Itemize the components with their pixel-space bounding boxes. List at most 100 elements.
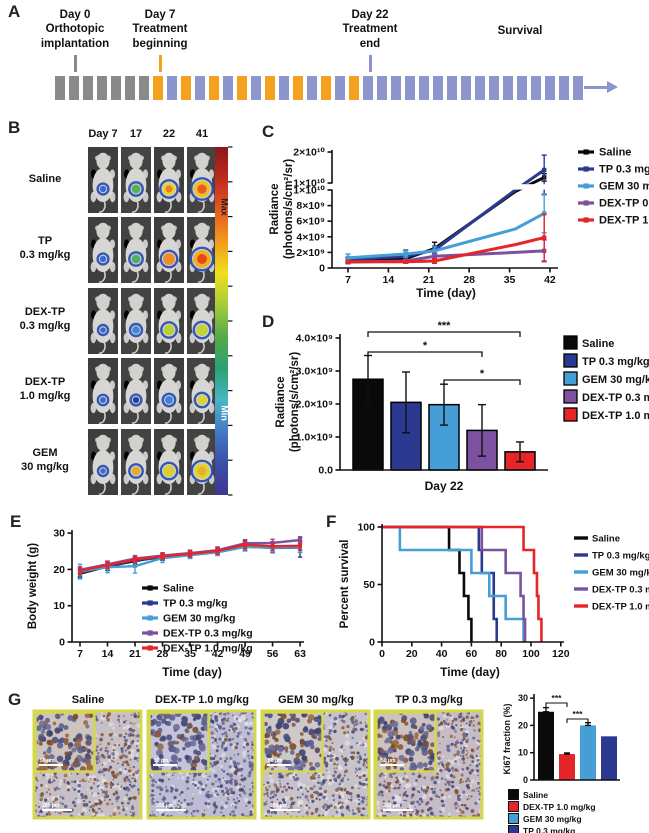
row-label-line: 0.3 mg/kg [19,249,71,262]
mouse-image [154,358,184,424]
timeline-arrow-head [607,81,618,93]
svg-text:GEM 30 mg/kg: GEM 30 mg/kg [163,613,235,625]
timeline-day-square [559,76,569,100]
timeline-arrow-line [584,86,608,89]
svg-text:100: 100 [357,522,375,534]
timeline-milestone-2: Day 22 Treatment end [310,8,430,51]
timeline-day-square [419,76,429,100]
svg-text:Time (day): Time (day) [440,665,500,679]
chart-c-tumor-radiance: 1×10¹⁰ 2×10¹⁰ 0 2×10⁹ 4×10⁹ 6×10⁹ 8×10⁹ 1×10¹⁰ 7… [269,147,649,301]
histology-image-0: 50 μm 200 μm [32,709,143,820]
timeline-day-square [503,76,513,100]
histology-image-3: 50 μm 200 μm [373,709,484,820]
svg-text:30: 30 [53,528,65,540]
mouse-image [187,429,217,495]
mouse-image [121,288,151,354]
svg-text:2×10⁹: 2×10⁹ [296,247,325,259]
svg-text:6×10⁹: 6×10⁹ [296,216,325,228]
mouse-image [187,217,217,283]
svg-text:Saline: Saline [592,534,620,545]
chart-d-radiance-day22: 0.01.0×10⁹2.0×10⁹3.0×10⁹4.0×10⁹*****Radi… [275,320,649,493]
ki67-legend-row: TP 0.3 mg/kg [508,825,648,833]
timeline-day-square [433,76,443,100]
svg-text:Radiance: Radiance [269,183,281,234]
svg-text:GEM 30 mg/kg: GEM 30 mg/kg [582,374,649,386]
mouse-image [187,147,217,213]
imaging-col-header-3: 41 [195,128,209,140]
milestone-line: Day 7 [144,9,176,21]
timeline-day-square [167,76,177,100]
panel-letter-f: F [326,512,337,531]
timeline-day-square [489,76,499,100]
svg-text:28: 28 [157,648,169,660]
svg-text:Percent survival: Percent survival [339,540,351,629]
svg-text:42: 42 [544,274,556,286]
svg-text:GEM 30 mg/kg: GEM 30 mg/kg [592,568,649,579]
svg-text:7: 7 [77,648,83,660]
timeline-tick-0 [74,55,77,72]
svg-text:DEX-TP 1.0 mg/kg: DEX-TP 1.0 mg/kg [592,602,649,613]
svg-text:3.0×10⁹: 3.0×10⁹ [296,366,333,378]
inset-scalebar-label: 50 μm [40,758,55,764]
mouse-image [154,288,184,354]
svg-text:30: 30 [518,693,528,703]
panel-letter-g: G [8,690,22,709]
legend-label: DEX-TP 1.0 mg/kg [523,801,596,812]
svg-text:4.0×10⁹: 4.0×10⁹ [296,333,333,345]
svg-text:Saline: Saline [582,338,614,350]
timeline-day-square [83,76,93,100]
mouse-image [154,217,184,283]
timeline-day-square [125,76,135,100]
timeline-day-square [153,76,163,100]
svg-text:Body weight (g): Body weight (g) [27,543,39,629]
svg-text:DEX-TP 1.0 mg/kg: DEX-TP 1.0 mg/kg [599,215,649,227]
panel-letter-b: B [8,118,21,137]
svg-text:120: 120 [552,648,570,660]
main-scalebar-label: 200 μm [383,803,401,809]
colorbar: Max Min [215,146,233,496]
milestone-line: implantation [40,37,110,50]
svg-text:35: 35 [184,648,196,660]
timeline-day-square [55,76,65,100]
svg-text:60: 60 [466,648,478,660]
svg-text:0.0: 0.0 [318,465,333,477]
svg-text:DEX-TP 1.0 mg/kg: DEX-TP 1.0 mg/kg [163,643,253,655]
svg-text:14: 14 [102,648,114,660]
svg-text:42: 42 [212,648,224,660]
timeline-day-square [475,76,485,100]
timeline-day-square [531,76,541,100]
timeline-day-square [447,76,457,100]
imaging-row-label-2: DEX-TP 0.3 mg/kg [6,305,84,334]
row-label-line: GEM [32,447,58,459]
main-scalebar-label: 200 μm [156,803,174,809]
mouse-image [121,358,151,424]
svg-text:0: 0 [369,637,375,649]
svg-text:GEM 30 mg/kg: GEM 30 mg/kg [599,181,649,193]
svg-text:0: 0 [379,648,385,660]
imaging-col-header-2: 22 [162,128,176,140]
legend-swatch [508,801,519,812]
svg-text:20: 20 [53,564,65,576]
svg-text:20: 20 [518,720,528,730]
row-label-line: 30 mg/kg [21,461,69,474]
svg-text:Saline: Saline [599,147,631,159]
svg-text:***: *** [438,320,452,332]
row-label-line: Saline [28,173,62,185]
svg-text:TP 0.3 mg/kg: TP 0.3 mg/kg [592,551,649,562]
mouse-image [88,358,118,424]
legend-label: GEM 30 mg/kg [523,813,582,824]
timeline-day-square [69,76,79,100]
ki67-legend: Saline DEX-TP 1.0 mg/kg GEM 30 mg/kg TP 0.3… [508,789,648,833]
timeline-day-square [223,76,233,100]
timeline-day-square [279,76,289,100]
row-label-line: DEX-TP [24,306,66,318]
timeline-day-square [195,76,205,100]
milestone-line: end [359,37,381,50]
timeline-day-square [573,76,583,100]
panel-letter-d: D [262,312,275,331]
timeline-day-square [209,76,219,100]
histology-title-2: GEM 30 mg/kg [278,694,354,706]
timeline-day-square [251,76,261,100]
svg-text:10: 10 [518,748,528,758]
row-label-line: DEX-TP [24,376,66,388]
